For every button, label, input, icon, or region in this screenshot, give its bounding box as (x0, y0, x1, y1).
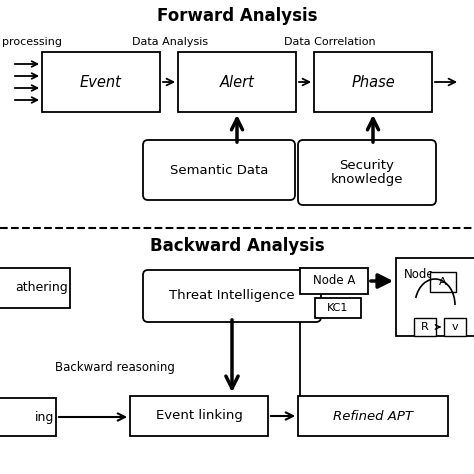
Text: processing: processing (2, 37, 62, 47)
Text: Alert: Alert (219, 74, 255, 90)
FancyBboxPatch shape (143, 270, 321, 322)
Text: v: v (452, 322, 458, 332)
Bar (315, 298, 361, 318)
Bar (414, 318, 436, 336)
Bar (298, 396, 448, 436)
Bar (0, 398, 56, 436)
FancyBboxPatch shape (298, 140, 436, 205)
Bar (42, 52, 160, 112)
Bar (0, 268, 70, 308)
Text: Security
knowledge: Security knowledge (331, 158, 403, 186)
Text: athering: athering (15, 282, 68, 294)
Bar (178, 52, 296, 112)
Text: KC1: KC1 (328, 303, 349, 313)
Text: Data Analysis: Data Analysis (132, 37, 208, 47)
Text: Node A: Node A (313, 274, 355, 288)
Text: Phase: Phase (351, 74, 395, 90)
Text: Event linking: Event linking (155, 410, 242, 422)
Bar (430, 272, 456, 292)
Text: Forward Analysis: Forward Analysis (157, 7, 317, 25)
Text: R: R (421, 322, 429, 332)
Text: Backward Analysis: Backward Analysis (150, 237, 324, 255)
Text: Backward reasoning: Backward reasoning (55, 361, 175, 374)
Bar (300, 268, 368, 294)
Bar (130, 396, 268, 436)
Text: Refined APT: Refined APT (333, 410, 413, 422)
Text: Threat Intelligence: Threat Intelligence (169, 290, 295, 302)
Text: Data Correlation: Data Correlation (284, 37, 376, 47)
Text: Node: Node (404, 268, 435, 281)
Text: Event: Event (80, 74, 122, 90)
Bar (444, 318, 466, 336)
Bar (314, 52, 432, 112)
FancyBboxPatch shape (143, 140, 295, 200)
Bar (396, 258, 474, 336)
Text: A: A (439, 277, 447, 287)
Text: ing: ing (35, 410, 54, 423)
Text: Semantic Data: Semantic Data (170, 164, 268, 176)
